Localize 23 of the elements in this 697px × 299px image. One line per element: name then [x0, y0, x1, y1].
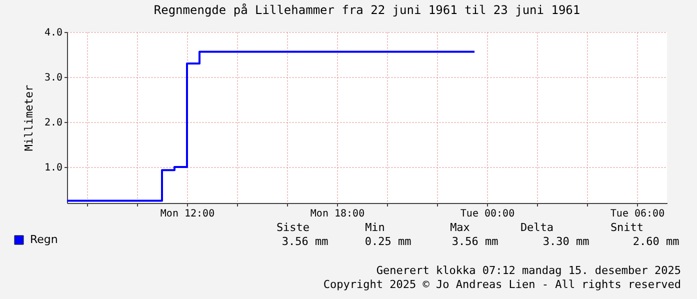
text: Generert klokka 07:12 mandag 15. desember 2025	[376, 264, 681, 277]
text: Snitt	[610, 221, 644, 234]
text: Max	[450, 221, 470, 234]
text: Delta	[520, 221, 554, 234]
text: 3.56 mm	[452, 235, 499, 248]
y-axis-title: Millimeter	[22, 84, 36, 152]
legend-label: Regn	[30, 233, 58, 246]
y-tick-label: 2.0	[44, 118, 62, 128]
text: 3.30 mm	[542, 235, 590, 248]
y-tick-label: 4.0	[44, 28, 62, 38]
chart-title: Regnmengde på Lillehammer fra 22 juni 1961 til 23 juni 1961	[154, 3, 580, 17]
text: 3.56 mm	[282, 235, 329, 248]
x-tick-label: Mon 18:00	[310, 208, 365, 220]
y-tick-label: 3.0	[44, 72, 62, 84]
text: 2.60 mm	[632, 235, 680, 248]
y-tick-label: 1.0	[44, 162, 62, 174]
x-tick-label: Mon 12:00	[160, 208, 215, 220]
text: 0.25 mm	[364, 235, 412, 248]
x-tick-label: Tue 00:00	[460, 208, 515, 220]
text: Min	[365, 221, 385, 234]
text: Copyright 2025 © Jo Andreas Lien - All rights reserved	[323, 278, 681, 291]
x-tick-label: Tue 06:00	[610, 208, 665, 220]
text: Siste	[276, 221, 310, 234]
